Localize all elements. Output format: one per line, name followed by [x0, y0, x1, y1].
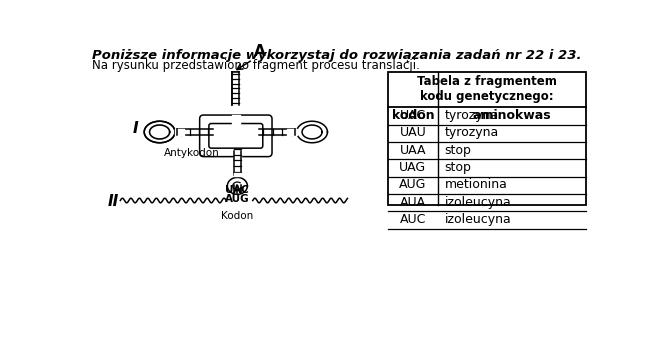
- Text: II: II: [108, 194, 118, 209]
- Text: UAA: UAA: [400, 144, 426, 156]
- Text: AUG: AUG: [399, 178, 427, 191]
- Text: Tabela z fragmentem
kodu genetycznego:: Tabela z fragmentem kodu genetycznego:: [417, 75, 557, 103]
- Bar: [388, 72, 586, 205]
- FancyBboxPatch shape: [200, 115, 272, 157]
- Text: stop: stop: [444, 144, 471, 156]
- Text: tyrozyna: tyrozyna: [444, 109, 499, 122]
- Text: Kodon: Kodon: [221, 211, 253, 220]
- Text: UAU: UAU: [400, 126, 426, 139]
- Text: I: I: [132, 121, 138, 136]
- Polygon shape: [302, 125, 322, 139]
- Text: kodon: kodon: [392, 109, 434, 122]
- Text: izoleucyna: izoleucyna: [444, 213, 511, 226]
- Text: Antykodon: Antykodon: [163, 148, 219, 158]
- Polygon shape: [150, 125, 169, 139]
- Text: A: A: [254, 44, 266, 59]
- Text: UAG: UAG: [399, 161, 427, 174]
- Text: UAC: UAC: [400, 109, 426, 122]
- Text: metionina: metionina: [444, 178, 507, 191]
- Text: stop: stop: [444, 161, 471, 174]
- Text: UAC: UAC: [226, 185, 249, 195]
- Text: tyrozyna: tyrozyna: [444, 126, 499, 139]
- Text: AUA: AUA: [400, 195, 426, 209]
- Polygon shape: [144, 121, 175, 143]
- Text: izoleucyna: izoleucyna: [444, 195, 511, 209]
- FancyBboxPatch shape: [209, 123, 263, 148]
- Text: aminokwas: aminokwas: [473, 109, 552, 122]
- Text: AUC: AUC: [400, 213, 426, 226]
- Polygon shape: [296, 121, 327, 143]
- Text: Na rysunku przedstawiono fragment procesu translacji.: Na rysunku przedstawiono fragment proces…: [92, 59, 420, 72]
- Text: AUG: AUG: [225, 194, 250, 205]
- Polygon shape: [227, 177, 247, 194]
- Text: Poniższe informacje wykorzystaj do rozwiązania zadań nr 22 i 23.: Poniższe informacje wykorzystaj do rozwi…: [92, 49, 581, 62]
